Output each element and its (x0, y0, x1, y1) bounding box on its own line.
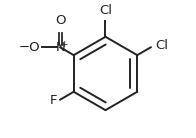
Text: O: O (55, 14, 65, 27)
Text: Cl: Cl (155, 39, 168, 52)
Text: Cl: Cl (99, 4, 112, 17)
Text: +: + (60, 40, 67, 49)
Text: F: F (49, 94, 57, 107)
Text: N: N (55, 41, 65, 54)
Text: −O: −O (18, 41, 40, 54)
